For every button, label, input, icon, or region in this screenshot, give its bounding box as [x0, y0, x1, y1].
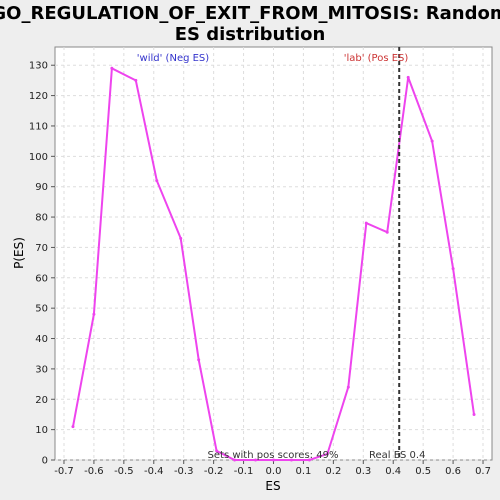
series-point — [385, 230, 389, 234]
y-tick-label: 100 — [29, 152, 48, 163]
x-tick-label: 0.3 — [355, 466, 371, 477]
x-tick-label: 0.0 — [266, 466, 282, 477]
y-tick-label: 120 — [29, 91, 48, 102]
y-tick-label: 20 — [35, 395, 48, 406]
series-point — [134, 78, 138, 82]
x-axis-ticks: -0.7 -0.6 -0.5 -0.4 -0.3 -0.2 -0.1 0.0 0.1 0.2 0.3… — [54, 460, 491, 477]
series-point — [71, 425, 75, 429]
series-point — [325, 452, 329, 456]
y-tick-label: 130 — [29, 61, 48, 72]
y-tick-label: 30 — [35, 364, 48, 375]
x-tick-label: 0.4 — [385, 466, 401, 477]
x-tick-label: -0.1 — [234, 466, 254, 477]
y-tick-label: 60 — [35, 273, 48, 284]
series-point — [272, 458, 275, 462]
x-tick-label: -0.3 — [174, 466, 194, 477]
series-point — [233, 458, 237, 462]
y-tick-label: 70 — [35, 243, 48, 254]
y-axis-label: P(ES) — [12, 237, 26, 269]
x-tick-label: 0.1 — [295, 466, 311, 477]
series-point — [155, 179, 159, 183]
series-points — [71, 66, 476, 462]
pos-scores-label: Sets with pos scores: 49% — [208, 450, 339, 461]
x-tick-label: -0.6 — [84, 466, 104, 477]
y-tick-label: 40 — [35, 334, 48, 345]
y-tick-label: 110 — [29, 121, 48, 132]
y-tick-label: 90 — [35, 182, 48, 193]
x-tick-label: 0.5 — [415, 466, 431, 477]
series-point — [307, 458, 311, 462]
x-tick-label: 0.7 — [475, 466, 491, 477]
pos-es-label: 'lab' (Pos ES) — [344, 53, 409, 64]
y-tick-label: 50 — [35, 304, 48, 315]
series-point — [472, 412, 476, 416]
x-tick-label: 0.2 — [325, 466, 341, 477]
chart-title-line1: GO_REGULATION_OF_EXIT_FROM_MITOSIS: Rand… — [0, 3, 500, 24]
grid-lines — [55, 47, 492, 461]
y-axis-ticks: 0 10 20 30 40 50 60 70 80 90 100 110 120 130 — [29, 61, 55, 467]
series-point — [346, 385, 350, 389]
series-point — [406, 75, 410, 79]
x-tick-label: -0.2 — [204, 466, 224, 477]
y-tick-label: 10 — [35, 425, 48, 436]
series-point — [430, 139, 434, 143]
series-point — [110, 66, 114, 70]
real-es-label: Real ES 0.4 — [369, 450, 425, 461]
series-point — [289, 458, 293, 462]
series-point — [451, 267, 455, 271]
series-point — [254, 458, 258, 462]
x-tick-label: -0.5 — [114, 466, 134, 477]
neg-es-label: 'wild' (Neg ES) — [137, 53, 209, 64]
y-tick-label: 0 — [42, 456, 48, 467]
x-tick-label: 0.6 — [445, 466, 461, 477]
series-point — [364, 221, 368, 225]
y-tick-label: 80 — [35, 213, 48, 224]
series-point — [92, 312, 96, 316]
series-point — [179, 236, 183, 240]
x-tick-label: -0.4 — [144, 466, 164, 477]
x-axis-label: ES — [265, 479, 280, 493]
series-point — [197, 358, 201, 362]
chart-title-line2: ES distribution — [175, 24, 326, 45]
series-point — [215, 449, 219, 453]
x-tick-label: -0.7 — [54, 466, 74, 477]
